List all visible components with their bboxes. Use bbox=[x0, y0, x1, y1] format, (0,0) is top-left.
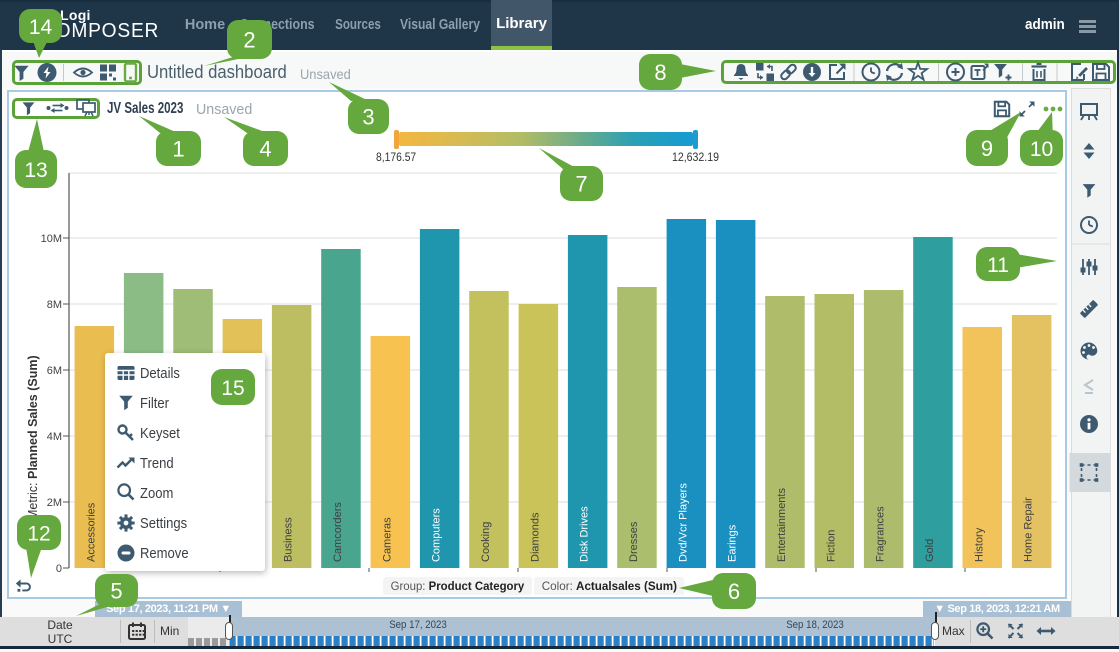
svg-text:History: History bbox=[973, 527, 985, 562]
svg-text:Fiction: Fiction bbox=[825, 530, 837, 562]
svg-text:4M: 4M bbox=[47, 431, 62, 443]
svg-text:2M: 2M bbox=[47, 497, 62, 509]
svg-text:Business: Business bbox=[283, 517, 295, 562]
svg-text:0: 0 bbox=[56, 563, 62, 575]
svg-text:Computers: Computers bbox=[431, 508, 443, 562]
svg-text:Dresses: Dresses bbox=[628, 521, 640, 562]
svg-text:Camcorders: Camcorders bbox=[332, 502, 344, 562]
svg-text:Metric: Planned Sales (Sum): Metric: Planned Sales (Sum) bbox=[26, 355, 40, 520]
svg-text:6M: 6M bbox=[47, 365, 62, 377]
svg-text:Disk Drives: Disk Drives bbox=[579, 506, 591, 562]
svg-text:Cooking: Cooking bbox=[480, 522, 492, 562]
svg-text:Home Repair: Home Repair bbox=[1023, 497, 1035, 562]
svg-text:Diamonds: Diamonds bbox=[529, 512, 541, 562]
svg-text:Earings: Earings bbox=[727, 524, 739, 562]
svg-text:Gold: Gold bbox=[924, 539, 936, 562]
svg-text:Entertainments: Entertainments bbox=[776, 488, 788, 562]
svg-text:8M: 8M bbox=[47, 299, 62, 311]
svg-text:10M: 10M bbox=[41, 233, 62, 245]
svg-text:Dvd/Vcr Players: Dvd/Vcr Players bbox=[677, 483, 689, 562]
svg-text:Cameras: Cameras bbox=[381, 517, 393, 562]
svg-text:Fragrances: Fragrances bbox=[875, 506, 887, 562]
svg-text:Accessories: Accessories bbox=[85, 502, 97, 562]
